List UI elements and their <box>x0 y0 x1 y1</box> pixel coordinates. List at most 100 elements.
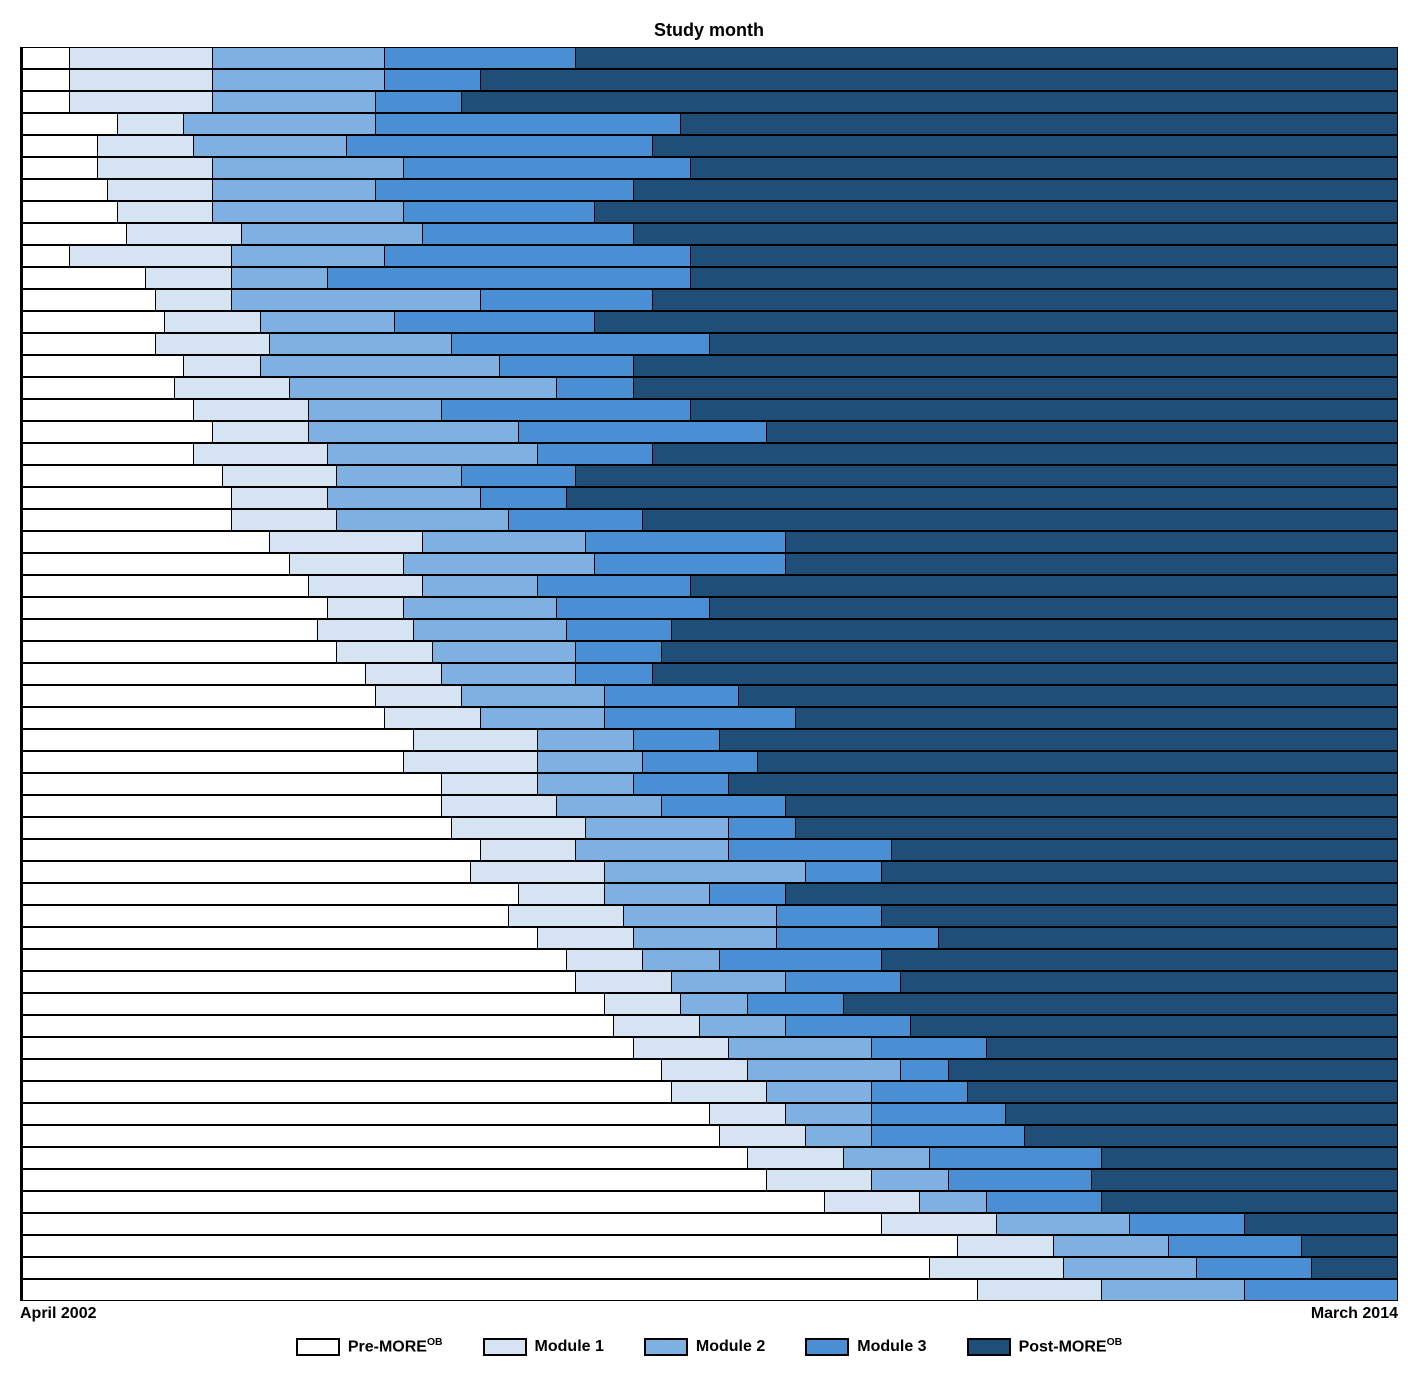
segment-m3 <box>605 685 739 707</box>
segment-post <box>720 729 1398 751</box>
segment-m1 <box>318 619 414 641</box>
segment-post <box>662 641 1398 663</box>
segment-post <box>672 619 1398 641</box>
legend-label-m2: Module 2 <box>696 1338 765 1356</box>
segment-pre <box>22 91 70 113</box>
segment-pre <box>22 487 232 509</box>
bar-row <box>22 91 1398 113</box>
segment-m3 <box>987 1191 1102 1213</box>
segment-m2 <box>586 817 729 839</box>
bar-row <box>22 553 1398 575</box>
segment-post <box>796 817 1398 839</box>
segment-pre <box>22 443 194 465</box>
segment-m3 <box>538 575 691 597</box>
segment-m3 <box>376 179 634 201</box>
segment-m2 <box>423 531 585 553</box>
bar-row <box>22 597 1398 619</box>
segment-m1 <box>70 69 213 91</box>
segment-m1 <box>672 1081 768 1103</box>
segment-m2 <box>242 223 424 245</box>
segment-m3 <box>500 355 634 377</box>
segment-m1 <box>767 1169 872 1191</box>
segment-m1 <box>290 553 405 575</box>
segment-pre <box>22 993 605 1015</box>
segment-m1 <box>376 685 462 707</box>
segment-m2 <box>624 905 777 927</box>
segment-m3 <box>1130 1213 1245 1235</box>
segment-post <box>882 861 1398 883</box>
segment-m1 <box>567 949 643 971</box>
segment-post <box>634 179 1398 201</box>
segment-post <box>767 421 1398 443</box>
segment-m2 <box>672 971 787 993</box>
bar-row <box>22 971 1398 993</box>
segment-m2 <box>462 685 605 707</box>
segment-pre <box>22 1059 662 1081</box>
segment-m2 <box>442 663 576 685</box>
segment-pre <box>22 1081 672 1103</box>
bar-row <box>22 1081 1398 1103</box>
segment-post <box>786 531 1398 553</box>
segment-pre <box>22 553 290 575</box>
segment-m2 <box>309 421 519 443</box>
segment-m1 <box>337 641 433 663</box>
bar-row <box>22 795 1398 817</box>
bar-row <box>22 157 1398 179</box>
segment-m2 <box>433 641 576 663</box>
legend-label-m3: Module 3 <box>857 1338 926 1356</box>
bar-row <box>22 685 1398 707</box>
segment-m1 <box>309 575 424 597</box>
segment-m1 <box>519 883 605 905</box>
segment-m3 <box>872 1081 968 1103</box>
segment-m1 <box>930 1257 1064 1279</box>
segment-m2 <box>806 1125 873 1147</box>
segment-m2 <box>184 113 375 135</box>
segment-post <box>634 223 1398 245</box>
segment-m3 <box>595 553 786 575</box>
bar-row <box>22 1015 1398 1037</box>
segment-m3 <box>385 47 576 69</box>
segment-pre <box>22 179 108 201</box>
legend: Pre-MOREOBModule 1Module 2Module 3Post-M… <box>20 1337 1398 1356</box>
segment-post <box>949 1059 1398 1081</box>
legend-item-m2: Module 2 <box>644 1337 765 1356</box>
segment-pre <box>22 575 309 597</box>
bar-row <box>22 509 1398 531</box>
segment-post <box>567 487 1398 509</box>
segment-m2 <box>232 267 328 289</box>
segment-post <box>1006 1103 1398 1125</box>
bar-row <box>22 465 1398 487</box>
segment-m2 <box>605 861 806 883</box>
segment-m3 <box>777 927 939 949</box>
segment-m3 <box>634 729 720 751</box>
segment-m3 <box>557 597 710 619</box>
segment-m3 <box>376 113 682 135</box>
segment-m2 <box>538 751 643 773</box>
segment-m2 <box>213 201 404 223</box>
segment-m3 <box>872 1125 1025 1147</box>
legend-label-post: Post-MOREOB <box>1019 1337 1123 1356</box>
legend-item-m3: Module 3 <box>805 1337 926 1356</box>
segment-m2 <box>290 377 558 399</box>
segment-pre <box>22 1213 882 1235</box>
segment-m2 <box>309 399 443 421</box>
segment-m1 <box>366 663 442 685</box>
bar-row <box>22 377 1398 399</box>
segment-m2 <box>872 1169 948 1191</box>
segment-m3 <box>710 883 786 905</box>
bar-row <box>22 443 1398 465</box>
segment-pre <box>22 707 385 729</box>
segment-post <box>653 443 1398 465</box>
segment-m1 <box>70 91 213 113</box>
segment-m3 <box>1169 1235 1303 1257</box>
segment-m3 <box>567 619 672 641</box>
segment-m3 <box>538 443 653 465</box>
bar-row <box>22 1279 1398 1301</box>
segment-m2 <box>997 1213 1131 1235</box>
segment-post <box>1102 1191 1398 1213</box>
segment-m1 <box>605 993 681 1015</box>
segment-m3 <box>347 135 653 157</box>
segment-m2 <box>605 883 710 905</box>
segment-m3 <box>557 377 633 399</box>
segment-m3 <box>949 1169 1092 1191</box>
